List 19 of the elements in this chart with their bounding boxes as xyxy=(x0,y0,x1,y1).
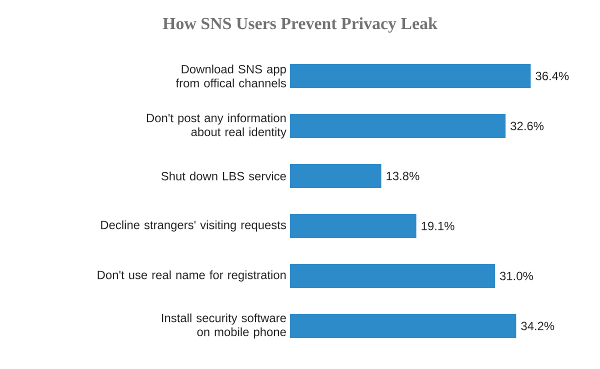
y-tick-label: Don't use real name for registration xyxy=(98,270,286,282)
y-tick-label: Download SNS app from offical channels xyxy=(176,64,286,88)
bar xyxy=(290,114,506,138)
y-tick-label: Don't post any information about real identity xyxy=(146,113,286,139)
data-label: 31.0% xyxy=(500,272,533,280)
bar xyxy=(290,164,382,188)
y-tick-label: Decline strangers' visiting requests xyxy=(101,220,286,232)
bar xyxy=(290,314,516,338)
data-label: 36.4% xyxy=(536,72,569,80)
y-tick-label: Install security software on mobile phone xyxy=(162,313,286,339)
data-label: 34.2% xyxy=(521,322,554,330)
data-label: 32.6% xyxy=(510,122,544,130)
data-label: 19.1% xyxy=(422,222,454,230)
chart-title: How SNS Users Prevent Privacy Leak xyxy=(162,17,438,33)
bar xyxy=(290,214,416,238)
bar xyxy=(290,264,496,288)
bar xyxy=(290,64,531,88)
y-tick-label: Shut down LBS service xyxy=(161,172,286,180)
data-label: 13.8% xyxy=(386,172,420,180)
